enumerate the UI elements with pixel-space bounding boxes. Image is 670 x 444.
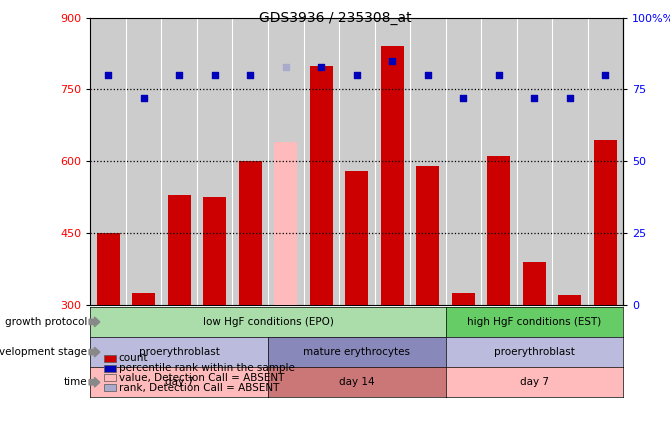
Bar — [410, 18, 446, 305]
Bar — [268, 18, 304, 305]
Bar — [161, 18, 197, 305]
Bar — [594, 140, 617, 305]
Bar — [446, 18, 481, 305]
Point — [600, 71, 610, 79]
Bar — [239, 161, 262, 305]
Bar — [304, 18, 339, 305]
Bar — [168, 194, 191, 305]
Bar — [274, 142, 297, 305]
Bar — [523, 262, 546, 305]
Bar — [558, 295, 582, 305]
Text: high HgF conditions (EST): high HgF conditions (EST) — [467, 317, 602, 327]
Text: development stage: development stage — [0, 347, 87, 357]
Point — [422, 71, 433, 79]
Bar — [481, 18, 517, 305]
Bar — [552, 18, 588, 305]
Text: proerythroblast: proerythroblast — [494, 347, 575, 357]
Text: growth protocol: growth protocol — [5, 317, 87, 327]
Text: day 14: day 14 — [339, 377, 375, 387]
Point — [458, 95, 468, 102]
Text: low HgF conditions (EPO): low HgF conditions (EPO) — [202, 317, 334, 327]
Text: count: count — [119, 353, 148, 363]
Bar — [416, 166, 440, 305]
Bar — [197, 18, 232, 305]
Bar — [345, 171, 369, 305]
Bar — [96, 233, 120, 305]
Bar — [310, 66, 333, 305]
Point — [138, 95, 149, 102]
Bar — [339, 18, 375, 305]
Bar — [487, 156, 511, 305]
Point — [280, 63, 291, 70]
Bar — [381, 47, 404, 305]
Bar — [232, 18, 268, 305]
Text: proerythroblast: proerythroblast — [139, 347, 220, 357]
Text: time: time — [64, 377, 87, 387]
Point — [529, 95, 539, 102]
Point — [245, 71, 255, 79]
Point — [564, 95, 575, 102]
Bar — [126, 18, 161, 305]
Bar — [517, 18, 552, 305]
Text: value, Detection Call = ABSENT: value, Detection Call = ABSENT — [119, 373, 284, 383]
Bar — [588, 18, 623, 305]
Point — [387, 57, 397, 64]
Text: day 7: day 7 — [165, 377, 194, 387]
Bar — [203, 197, 226, 305]
Text: percentile rank within the sample: percentile rank within the sample — [119, 363, 294, 373]
Text: mature erythrocytes: mature erythrocytes — [304, 347, 410, 357]
Bar — [452, 293, 475, 305]
Point — [351, 71, 362, 79]
Text: GDS3936 / 235308_at: GDS3936 / 235308_at — [259, 11, 411, 25]
Point — [316, 63, 326, 70]
Bar — [90, 18, 126, 305]
Text: day 7: day 7 — [520, 377, 549, 387]
Bar — [375, 18, 410, 305]
Bar — [132, 293, 155, 305]
Point — [174, 71, 184, 79]
Text: rank, Detection Call = ABSENT: rank, Detection Call = ABSENT — [119, 383, 279, 392]
Point — [493, 71, 504, 79]
Point — [103, 71, 114, 79]
Point — [209, 71, 220, 79]
